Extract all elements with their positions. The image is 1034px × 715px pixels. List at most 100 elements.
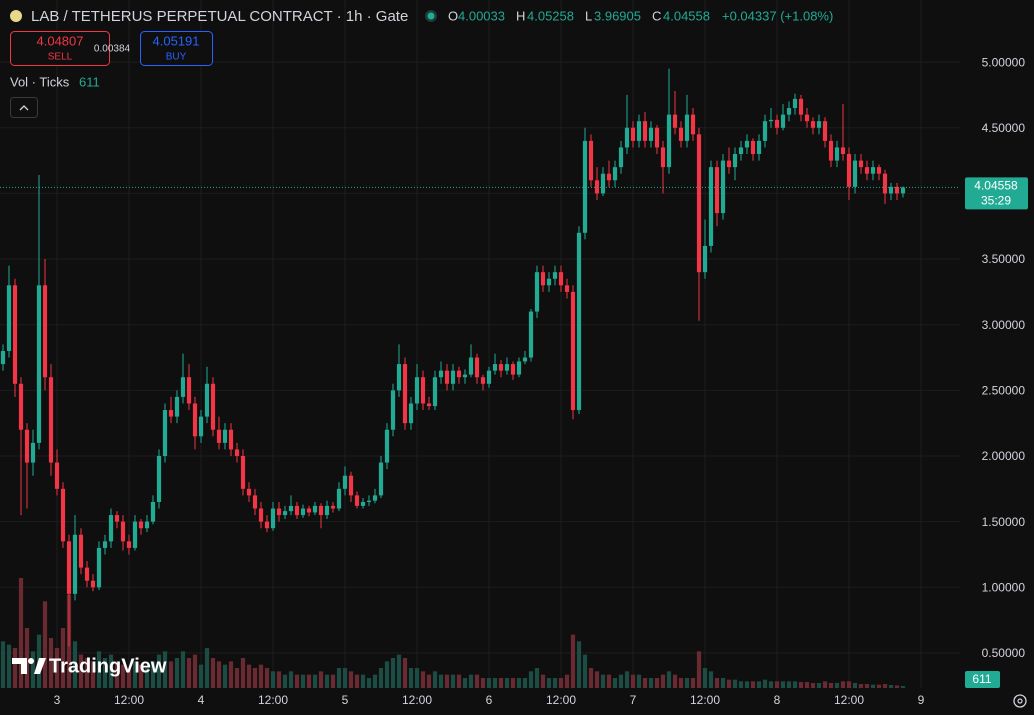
ohlc-value: 4.05258 bbox=[527, 8, 574, 23]
volume-bar bbox=[570, 634, 576, 688]
candle-body bbox=[882, 173, 888, 194]
volume-bar bbox=[270, 671, 276, 688]
volume-bar bbox=[324, 674, 330, 688]
candle-body bbox=[288, 505, 294, 512]
volume-bar bbox=[132, 661, 138, 688]
candle-body bbox=[528, 311, 534, 358]
volume-label: Vol · Ticks bbox=[10, 74, 70, 89]
volume-bar bbox=[822, 681, 828, 688]
candle-body bbox=[792, 98, 798, 109]
candle-body bbox=[774, 119, 780, 128]
candle-body bbox=[144, 521, 150, 529]
candle-body bbox=[876, 167, 882, 174]
candle-body bbox=[6, 285, 12, 351]
candle-body bbox=[684, 114, 690, 141]
volume-bar bbox=[330, 674, 336, 688]
x-tick-label: 12:00 bbox=[690, 693, 720, 707]
ohlc-label: C bbox=[652, 8, 661, 23]
candle-body bbox=[330, 505, 336, 509]
ohlc-value: 4.00033 bbox=[458, 8, 505, 23]
candle-body bbox=[138, 521, 144, 529]
volume-bar bbox=[762, 679, 768, 688]
candle-body bbox=[516, 361, 522, 375]
volume-bar bbox=[258, 664, 264, 688]
candle-body bbox=[108, 515, 114, 542]
volume-bar bbox=[732, 679, 738, 688]
volume-bar bbox=[474, 674, 480, 688]
candle-body bbox=[156, 455, 162, 502]
candle-body bbox=[324, 505, 330, 516]
candle-body bbox=[576, 232, 582, 411]
candle-body bbox=[846, 154, 852, 187]
settings-icon-core bbox=[1017, 698, 1023, 704]
status-dot bbox=[427, 12, 435, 20]
volume-bar bbox=[336, 668, 342, 688]
volume-bar bbox=[702, 668, 708, 688]
volume-bar bbox=[726, 679, 732, 688]
volume-bar bbox=[852, 683, 858, 688]
volume-bar bbox=[402, 658, 408, 688]
candle-body bbox=[450, 370, 456, 384]
candle-body bbox=[840, 147, 846, 155]
candle-body bbox=[714, 167, 720, 214]
volume-bar bbox=[846, 681, 852, 688]
candle-body bbox=[240, 455, 246, 489]
candle-body bbox=[132, 521, 138, 548]
volume-bar bbox=[96, 651, 102, 688]
volume-bar bbox=[48, 638, 54, 688]
volume-bar bbox=[768, 681, 774, 688]
candle-body bbox=[192, 403, 198, 437]
volume-bar bbox=[786, 681, 792, 688]
candle-body bbox=[30, 442, 36, 463]
volume-bar bbox=[864, 684, 870, 688]
volume-bar bbox=[720, 678, 726, 688]
y-tick-label: 2.00000 bbox=[982, 449, 1026, 463]
candle-body bbox=[504, 364, 510, 371]
sell-button[interactable] bbox=[10, 31, 110, 66]
candle-body bbox=[168, 410, 174, 417]
settings-icon[interactable] bbox=[1013, 694, 1027, 708]
volume-bar bbox=[900, 685, 906, 688]
volume-bar bbox=[228, 661, 234, 688]
candle-body bbox=[162, 410, 168, 456]
volume-bar bbox=[348, 671, 354, 688]
candle-body bbox=[738, 147, 744, 155]
candle-body bbox=[678, 127, 684, 141]
candle-body bbox=[708, 167, 714, 246]
candle-body bbox=[306, 508, 312, 513]
volume-bar bbox=[468, 674, 474, 688]
candle-body bbox=[444, 370, 450, 384]
volume-bar bbox=[750, 681, 756, 688]
volume-bar bbox=[420, 671, 426, 688]
volume-tag-value: 611 bbox=[972, 672, 991, 686]
volume-bar bbox=[576, 641, 582, 688]
candle-layer bbox=[0, 68, 906, 647]
volume-bar bbox=[162, 651, 168, 688]
x-tick-label: 12:00 bbox=[402, 693, 432, 707]
candle-body bbox=[174, 396, 180, 417]
volume-bar bbox=[714, 678, 720, 688]
volume-bar bbox=[834, 683, 840, 688]
volume-bar bbox=[618, 674, 624, 688]
buy-button[interactable] bbox=[140, 31, 213, 66]
candle-body bbox=[606, 173, 612, 181]
volume-bar bbox=[636, 674, 642, 688]
volume-bar bbox=[882, 684, 888, 688]
candle-body bbox=[342, 475, 348, 489]
volume-bar bbox=[666, 671, 672, 688]
candle-body bbox=[264, 521, 270, 529]
volume-bar bbox=[654, 678, 660, 688]
candle-body bbox=[426, 403, 432, 407]
candle-body bbox=[522, 357, 528, 362]
candle-body bbox=[666, 114, 672, 168]
x-tick-label: 12:00 bbox=[114, 693, 144, 707]
candle-body bbox=[828, 140, 834, 161]
volume-bar bbox=[312, 674, 318, 688]
volume-bar bbox=[168, 661, 174, 688]
volume-bar bbox=[672, 674, 678, 688]
candle-body bbox=[18, 383, 24, 430]
volume-bar bbox=[390, 658, 396, 688]
x-tick-label: 8 bbox=[774, 693, 781, 707]
volume-bar bbox=[444, 674, 450, 688]
collapse-button[interactable] bbox=[10, 97, 38, 118]
